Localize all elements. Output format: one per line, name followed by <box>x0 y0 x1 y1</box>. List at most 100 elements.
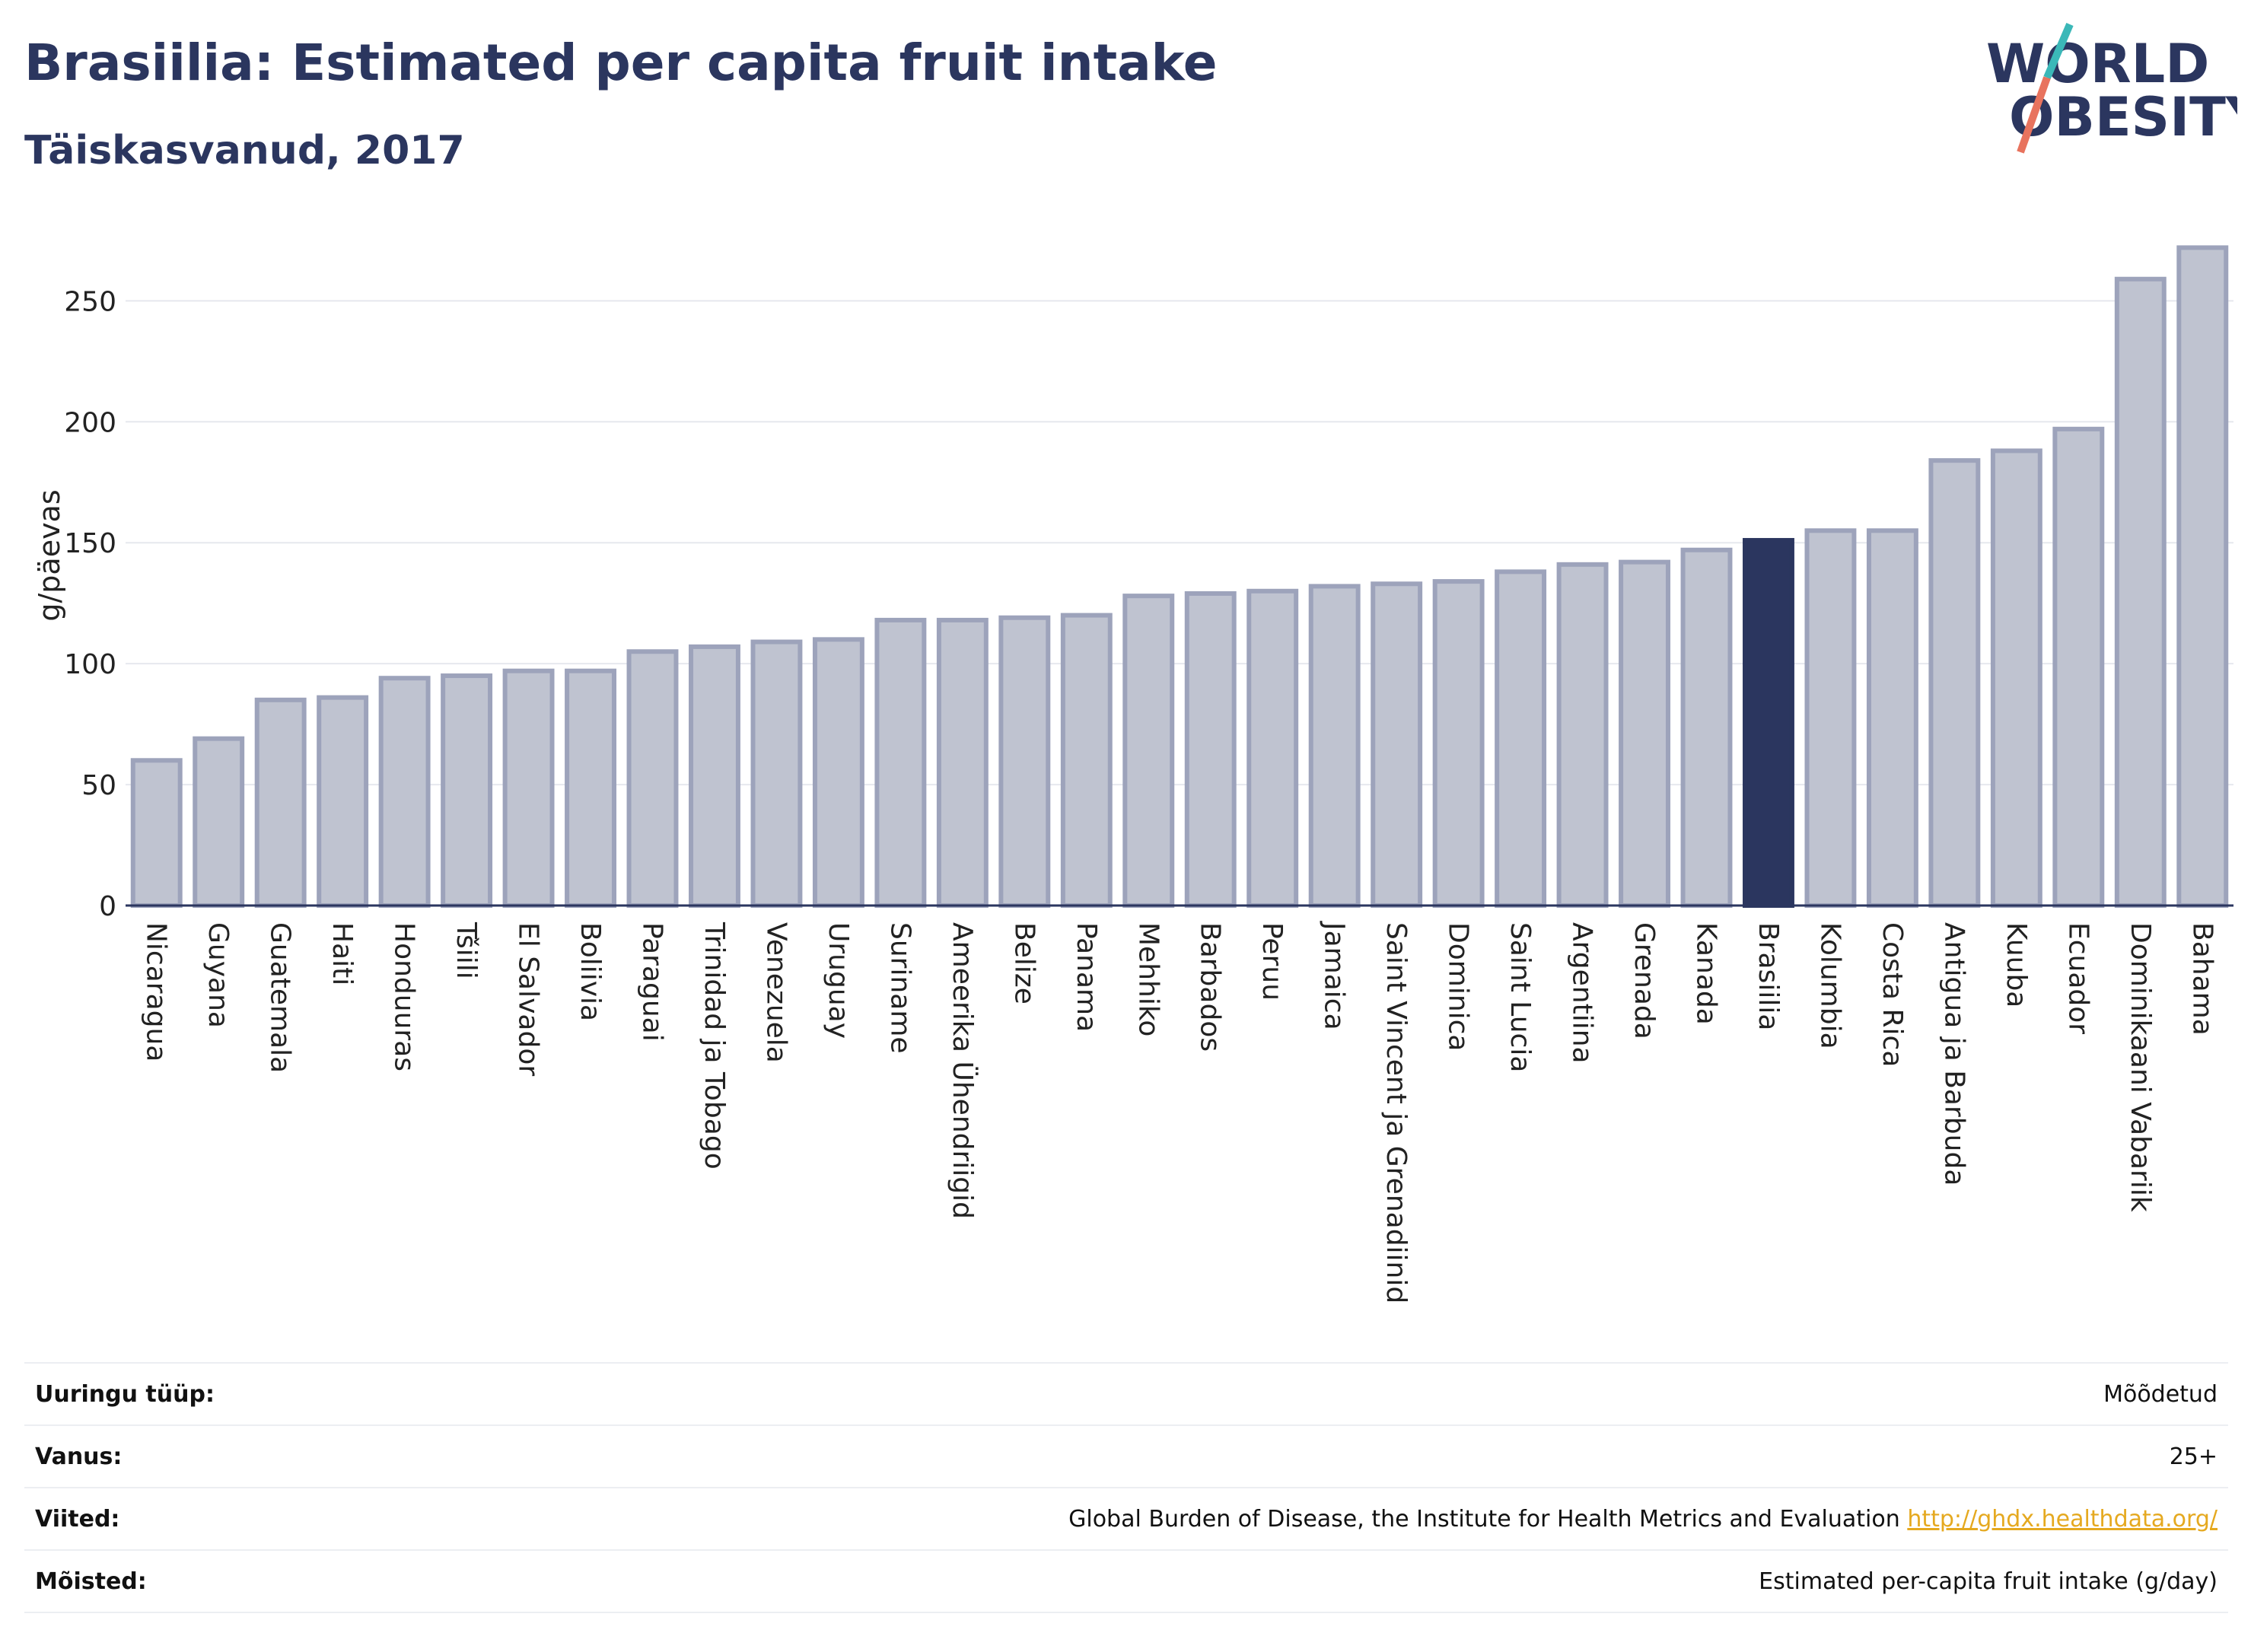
bar-kolumbia <box>1804 528 1857 908</box>
bar-barbados <box>1184 590 1237 908</box>
bar-kanada <box>1680 547 1733 908</box>
bar-costa-rica <box>1866 528 1918 908</box>
y-tick-label: 100 <box>64 649 116 680</box>
bar-panama <box>1060 613 1113 908</box>
x-tick-label: Antigua ja Barbuda <box>1938 922 1969 1186</box>
x-tick-label: Guyana <box>202 922 234 1028</box>
x-tick-label: Bahama <box>2186 922 2218 1036</box>
x-tick-label: Ecuador <box>2062 922 2093 1034</box>
x-tick-label: Tšiili <box>451 921 482 979</box>
bar-ameerika-hendriigid <box>936 617 989 909</box>
chart-subtitle: Täiskasvanud, 2017 <box>24 128 465 173</box>
meta-key: Mõisted: <box>35 1568 147 1595</box>
bars <box>130 245 2229 909</box>
x-tick-label: Argentiina <box>1567 922 1598 1064</box>
x-tick-label: Dominikaani Vabariik <box>2125 922 2156 1212</box>
y-tick-label: 0 <box>99 891 116 922</box>
bar-haiti <box>317 695 369 909</box>
x-tick-label: Brasiilia <box>1753 922 1784 1030</box>
meta-row-survey-type: Uuringu tüüp: Mõõdetud <box>24 1364 2228 1426</box>
bar-dominica <box>1432 579 1485 908</box>
bar-brasiilia <box>1743 538 1794 908</box>
meta-key: Viited: <box>35 1505 120 1533</box>
logo-line-1: WORLD <box>1986 33 2209 95</box>
bar-guyana <box>193 736 245 909</box>
meta-value: 25+ <box>2169 1443 2218 1470</box>
x-tick-label: Honduuras <box>389 922 420 1071</box>
meta-key: Vanus: <box>35 1443 123 1470</box>
bar-paraguai <box>626 649 679 908</box>
reference-text: Global Burden of Disease, the Institute … <box>1068 1505 1900 1533</box>
bar-honduuras <box>378 676 431 908</box>
bar-mehhiko <box>1122 594 1175 909</box>
y-tick-label: 200 <box>64 407 116 438</box>
bar-uruguay <box>812 637 864 908</box>
bar-chart: 0 50 100 150 200 250 Nicaragua Guyana Guatemala H… <box>33 245 2233 1303</box>
meta-row-references: Viited: Global Burden of Disease, the In… <box>24 1488 2228 1551</box>
logo-line-2: OBESITY <box>2009 86 2237 148</box>
bar-guatemala <box>254 697 307 908</box>
meta-row-definitions: Mõisted: Estimated per-capita fruit inta… <box>24 1551 2228 1613</box>
x-tick-label: Ameerika Ühendriigid <box>947 922 979 1219</box>
y-tick-label: 150 <box>64 528 116 559</box>
y-axis-title: g/päevas <box>33 489 66 621</box>
logo-slash-teal-icon <box>2043 23 2074 79</box>
bar-kuuba <box>1990 448 2042 908</box>
y-tick-label: 50 <box>81 770 116 801</box>
meta-key: Uuringu tüüp: <box>35 1380 215 1408</box>
bar-trinidad-ja-tobago <box>689 644 740 909</box>
bar-peruu <box>1246 588 1299 908</box>
reference-link[interactable]: http://ghdx.healthdata.org/ <box>1907 1505 2218 1533</box>
bar-saint-lucia <box>1495 569 1547 908</box>
x-tick-label: Boliivia <box>575 922 606 1021</box>
x-tick-label: Haiti <box>326 922 358 985</box>
meta-row-age: Vanus: 25+ <box>24 1426 2228 1488</box>
bar-argentiina <box>1556 562 1609 908</box>
metadata-table: Uuringu tüüp: Mõõdetud Vanus: 25+ Viited… <box>24 1362 2228 1613</box>
x-tick-label: Nicaragua <box>141 922 172 1062</box>
bar-suriname <box>874 617 927 909</box>
x-tick-label: Paraguai <box>637 922 668 1042</box>
chart-title: Brasiilia: Estimated per capita fruit in… <box>24 33 1218 92</box>
x-tick-label: Barbados <box>1195 922 1226 1052</box>
x-tick-label: Belize <box>1008 922 1040 1004</box>
x-tick-label: Saint Lucia <box>1504 922 1536 1072</box>
x-tick-label: Trinidad ja Tobago <box>699 921 730 1170</box>
meta-value: Estimated per-capita fruit intake (g/day… <box>1759 1568 2218 1595</box>
bar-belize <box>998 615 1051 908</box>
bar-venezuela <box>750 639 803 908</box>
meta-value: Mõõdetud <box>2103 1380 2218 1408</box>
axes: 0 50 100 150 200 250 Nicaragua Guyana Guatemala H… <box>64 286 2233 1303</box>
bar-ecuador <box>2052 426 2105 908</box>
bar-nicaragua <box>130 758 183 908</box>
x-tick-label: El Salvador <box>513 922 544 1076</box>
x-tick-label: Panama <box>1071 922 1102 1032</box>
x-tick-label: Guatemala <box>265 922 296 1073</box>
x-tick-label: Kolumbia <box>1814 922 1845 1049</box>
world-obesity-logo: WORLD OBESITY <box>1986 23 2237 154</box>
x-tick-label: Grenada <box>1629 922 1660 1039</box>
x-tick-label: Uruguay <box>823 922 854 1039</box>
logo-slash-coral-icon <box>2017 76 2051 154</box>
bar-bahama <box>2176 245 2229 908</box>
bar-jamaica <box>1308 584 1361 909</box>
y-tick-label: 250 <box>64 286 116 317</box>
x-tick-label: Peruu <box>1256 922 1288 1001</box>
x-tick-label: Suriname <box>884 922 915 1054</box>
bar-t-iili <box>441 673 493 908</box>
bar-grenada <box>1619 559 1670 909</box>
x-tick-label: Jamaica <box>1319 921 1350 1030</box>
x-tick-label: Kanada <box>1691 922 1722 1025</box>
bar-boliivia <box>565 668 616 909</box>
x-tick-label: Kuuba <box>2001 922 2032 1007</box>
meta-value: Global Burden of Disease, the Institute … <box>1068 1506 2218 1533</box>
x-tick-label: Venezuela <box>760 922 791 1063</box>
bar-saint-vincent-ja-grenadiinid <box>1371 581 1423 908</box>
bar-antigua-ja-barbuda <box>1928 458 1981 908</box>
x-tick-label: Costa Rica <box>1877 922 1908 1067</box>
x-tick-label: Saint Vincent ja Grenadiinid <box>1380 922 1412 1303</box>
bar-dominikaani-vabariik <box>2114 276 2167 908</box>
bar-el-salvador <box>502 668 555 909</box>
x-tick-label: Dominica <box>1443 922 1474 1052</box>
x-tick-label: Mehhiko <box>1132 922 1164 1036</box>
